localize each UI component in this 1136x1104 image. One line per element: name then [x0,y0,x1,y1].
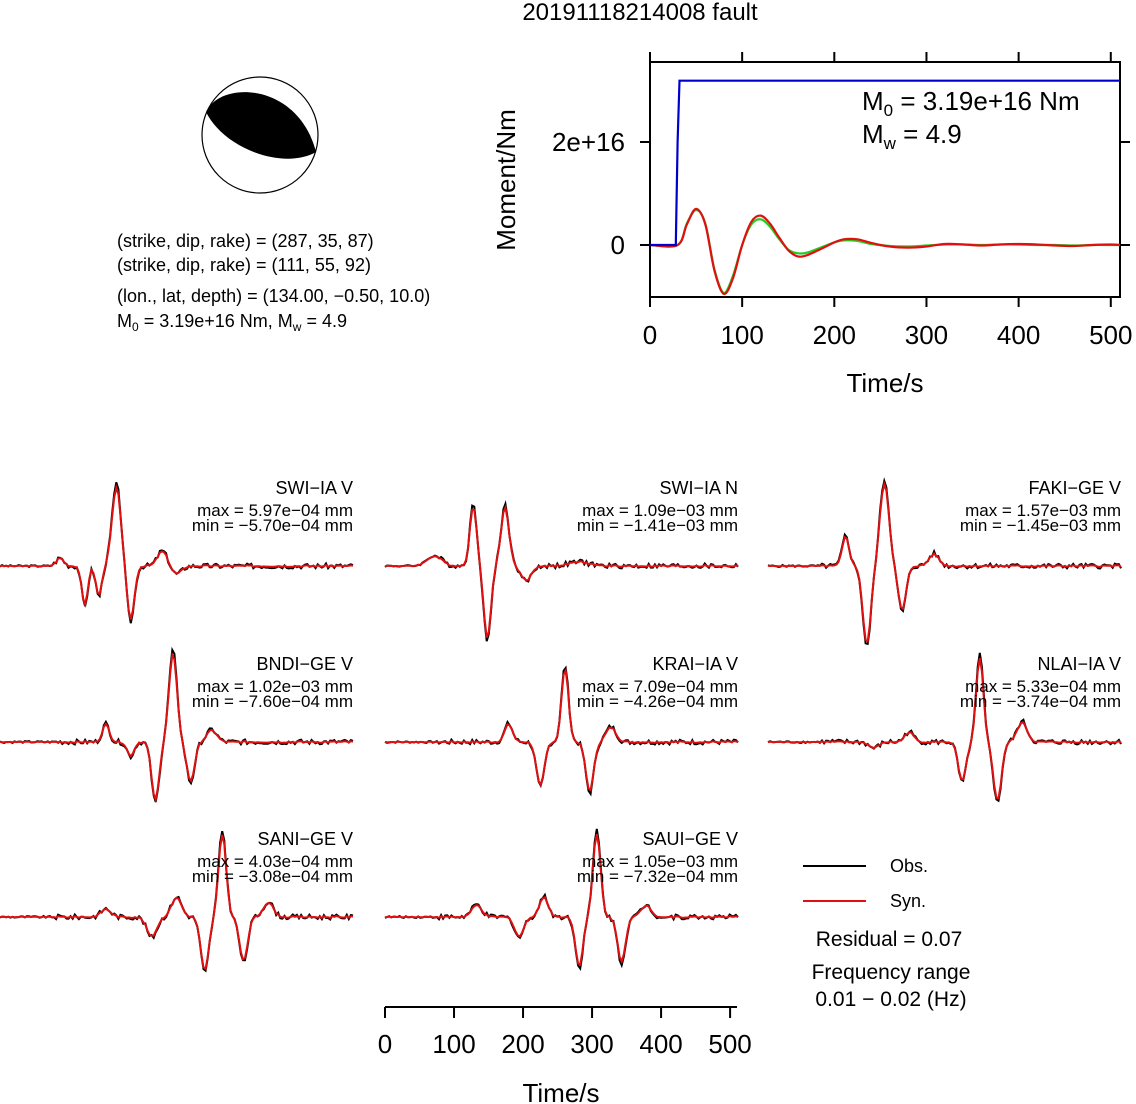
station-name: SWI−IA V [275,478,353,498]
waveform-time-axis: 0 100 200 300 400 500 Time/s [378,1006,752,1104]
station-max: max = 7.09e−04 mm [582,677,738,696]
waveform-xtick-label: 100 [432,1029,475,1059]
waveform-synthetic [384,667,739,793]
station-min: min = −1.41e−03 mm [577,516,738,535]
legend: Obs. Syn. Residual = 0.07 Frequency rang… [803,856,970,1011]
moment-ytick-label: 0 [611,230,625,260]
moment-xtick-label: 100 [720,320,763,350]
waveform-synthetic [0,834,354,971]
waveform-xtick-label: 0 [378,1029,392,1059]
station-name: FAKI−GE V [1028,478,1121,498]
legend-syn-label: Syn. [890,891,926,911]
moment-xlabel: Time/s [846,368,923,398]
waveform-synthetic [384,833,739,966]
station-max: max = 1.57e−03 mm [965,501,1121,520]
moment-plot-frame [649,61,1121,298]
station-min: min = −7.32e−04 mm [577,867,738,886]
moment-xtick-label: 0 [643,320,657,350]
nodal-plane-1: (strike, dip, rake) = (287, 35, 87) [117,231,374,251]
moment-m0-label: M0 = 3.19e+16 Nm [862,86,1080,120]
station-name: NLAI−IA V [1037,654,1121,674]
mechanism-info: (strike, dip, rake) = (287, 35, 87) (str… [117,231,430,334]
moment-ytick-label: 2e+16 [552,127,625,157]
station-min: min = −3.08e−04 mm [192,867,353,886]
frequency-range-value: 0.01 − 0.02 (Hz) [815,988,966,1011]
waveform-observed [767,652,1122,803]
waveform-xtick-label: 300 [570,1029,613,1059]
moment-series [649,79,1121,296]
moment-plot: 0 2e+16 0 100 200 300 400 500 Moment/Nm Time/s… [491,52,1132,398]
waveform-synthetic [384,504,739,638]
waveform-synthetic [767,657,1122,800]
frequency-range-title: Frequency range [812,961,971,984]
station-max: max = 5.97e−04 mm [197,501,353,520]
waveform-x-ticks: 0 100 200 300 400 500 [378,1007,752,1059]
station-max: max = 1.05e−03 mm [582,852,738,871]
moment-xtick-label: 300 [905,320,948,350]
waveform-xtick-label: 400 [639,1029,682,1059]
station-max: max = 5.33e−04 mm [965,677,1121,696]
moment-series-moment [650,79,1120,247]
waveform-observed [384,828,739,971]
station-min: min = −7.60e−04 mm [192,692,353,711]
waveform-synthetic [767,480,1122,643]
focal-mechanism-beachball [201,76,319,194]
moment-xtick-label: 500 [1089,320,1132,350]
waveform-synthetic [0,483,354,620]
station-name: SAUI−GE V [642,829,738,849]
waveform-synthetic [0,651,354,804]
hypocenter-location: (lon., lat, depth) = (134.00, −0.50, 10.… [117,286,430,306]
station-min: min = −3.74e−04 mm [960,692,1121,711]
moment-y-ticks: 0 2e+16 [552,127,1130,260]
station-max: max = 1.09e−03 mm [582,501,738,520]
residual-label: Residual = 0.07 [816,928,963,951]
station-max: max = 4.03e−04 mm [197,852,353,871]
station-name: KRAI−IA V [652,654,738,674]
station-max: max = 1.02e−03 mm [197,677,353,696]
moment-ylabel: Moment/Nm [491,109,521,251]
station-min: min = −1.45e−03 mm [960,516,1121,535]
station-name: BNDI−GE V [256,654,353,674]
station-min: min = −5.70e−04 mm [192,516,353,535]
waveform-xtick-label: 200 [501,1029,544,1059]
moment-xtick-label: 400 [997,320,1040,350]
station-name: SANI−GE V [257,829,353,849]
moment-x-ticks: 0 100 200 300 400 500 [643,52,1132,350]
moment-xtick-label: 200 [813,320,856,350]
legend-obs-label: Obs. [890,856,928,876]
station-min: min = −4.26e−04 mm [577,692,738,711]
moment-series-stf-red [649,207,1121,296]
moment-mw-label: Mw = 4.9 [862,119,962,153]
nodal-plane-2: (strike, dip, rake) = (111, 55, 92) [117,255,371,275]
figure-title: 20191118214008 fault [522,0,758,26]
waveform-xtick-label: 500 [708,1029,751,1059]
station-name: SWI−IA N [659,478,738,498]
moment-magnitude-summary: M0 = 3.19e+16 Nm, Mw = 4.9 [117,311,347,334]
waveform-xlabel: Time/s [522,1078,599,1104]
moment-series-stf-green [649,208,1120,294]
